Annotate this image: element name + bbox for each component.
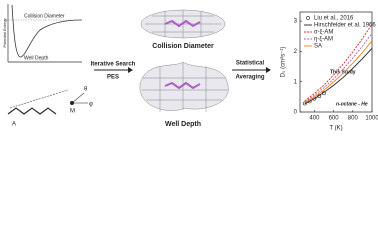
pes-label: Well Depth (24, 55, 49, 61)
molecule-inside (164, 81, 201, 90)
angle-label: θ (84, 87, 88, 93)
series-line (304, 40, 373, 104)
legend-label: η-ξ-AM (314, 37, 333, 43)
pes-label: Collision Diameter (24, 13, 65, 19)
arrow-head (128, 67, 133, 73)
pes-y-label: Potential Energy (2, 18, 7, 47)
legend-label: SA (314, 44, 322, 50)
x-axis-label: T (K) (329, 126, 342, 132)
step-label: Averaging (235, 75, 264, 81)
x-tick-label: 600 (329, 116, 340, 122)
mesh-grid (142, 62, 228, 112)
axis-line (9, 89, 69, 109)
plot-frame (299, 11, 373, 113)
atom-m (70, 101, 74, 105)
pes-panel: Potential Energy Collision Diameter Well… (2, 4, 83, 63)
molecule-label: A (12, 122, 16, 128)
y-tick-label: 1 (294, 79, 298, 85)
series-line (304, 23, 373, 102)
x-tick-label: 1000 (365, 116, 378, 122)
carbon-chain (7, 107, 57, 115)
y-tick-label: 0 (294, 110, 298, 116)
legend-label: σ-ξ-AM (314, 30, 333, 36)
molecule (7, 89, 88, 115)
arrow-head (266, 67, 271, 73)
annotation: n-octane - He (336, 101, 368, 107)
legend-label: Hirschfelder et al. 1966 (314, 23, 376, 29)
molecule-inside (164, 19, 201, 28)
legend-label: Liu et al., 2016 (314, 16, 354, 22)
vector (71, 92, 85, 104)
shape-label: Collision Diameter (152, 43, 214, 50)
data-point (302, 101, 307, 106)
y-tick-label: 2 (294, 49, 298, 55)
annotation: This Study (330, 69, 356, 75)
step-label: PES (107, 75, 119, 81)
y-tick-label: 3 (294, 19, 298, 25)
legend-marker (306, 16, 310, 20)
step-label: Iterative Search (91, 62, 136, 68)
series-line (304, 32, 373, 103)
chart: T (K) D₀ (cm²s⁻¹) This Study n-octane - … (281, 11, 378, 132)
molecule-label: M (70, 109, 75, 115)
shape-label: Well Depth (165, 121, 201, 128)
mesh-outline (139, 61, 229, 111)
x-tick-label: 400 (309, 116, 320, 122)
x-tick-label: 800 (348, 116, 359, 122)
angle-label: φ (89, 102, 93, 108)
step-label: Statistical (236, 61, 265, 67)
y-axis-label: D₀ (cm²s⁻¹) (281, 47, 287, 78)
figure: Potential Energy Collision Diameter Well… (2, 4, 378, 132)
series-line (304, 48, 373, 105)
mesh-shape (139, 9, 229, 112)
potential-curve (11, 4, 83, 58)
